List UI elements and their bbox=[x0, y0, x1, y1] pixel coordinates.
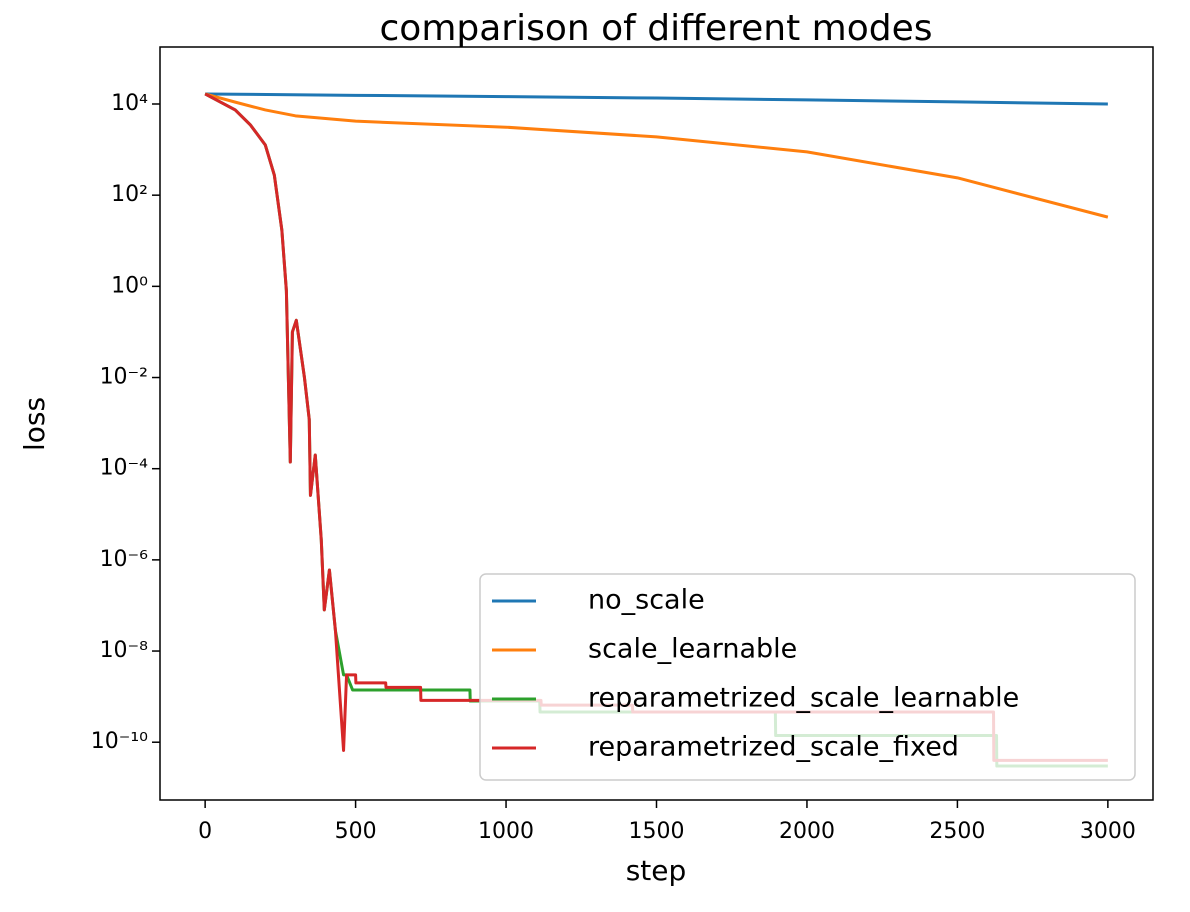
x-axis-label: step bbox=[626, 854, 687, 887]
x-tick-label: 1000 bbox=[478, 819, 534, 844]
y-tick-label: 10⁴ bbox=[111, 91, 148, 116]
legend-label: scale_learnable bbox=[588, 634, 797, 665]
y-tick-label: 10⁰ bbox=[111, 273, 148, 298]
y-tick-label: 10⁻⁸ bbox=[100, 638, 149, 663]
y-tick-label: 10⁻² bbox=[100, 365, 148, 390]
legend-label: reparametrized_scale_fixed bbox=[588, 732, 959, 763]
y-tick-label: 10⁻⁴ bbox=[100, 456, 149, 481]
chart-title: comparison of different modes bbox=[380, 8, 933, 49]
x-tick-label: 2500 bbox=[929, 819, 985, 844]
axes-frame bbox=[159, 46, 1154, 801]
legend-label: reparametrized_scale_learnable bbox=[588, 683, 1019, 714]
series-line bbox=[204, 92, 1109, 219]
x-tick-label: 1500 bbox=[629, 819, 685, 844]
legend-box bbox=[479, 573, 1136, 781]
legend-label: no_scale bbox=[588, 585, 705, 616]
x-tick-label: 2000 bbox=[779, 819, 835, 844]
y-tick-label: 10² bbox=[111, 182, 148, 207]
series-line bbox=[205, 92, 1108, 106]
x-tick-label: 0 bbox=[198, 819, 212, 844]
x-tick-label: 500 bbox=[335, 819, 377, 844]
y-tick-label: 10⁻¹⁰ bbox=[91, 729, 148, 754]
x-tick-label: 3000 bbox=[1080, 819, 1136, 844]
y-axis-label: loss bbox=[18, 397, 51, 451]
y-tick-label: 10⁻⁶ bbox=[100, 547, 149, 572]
